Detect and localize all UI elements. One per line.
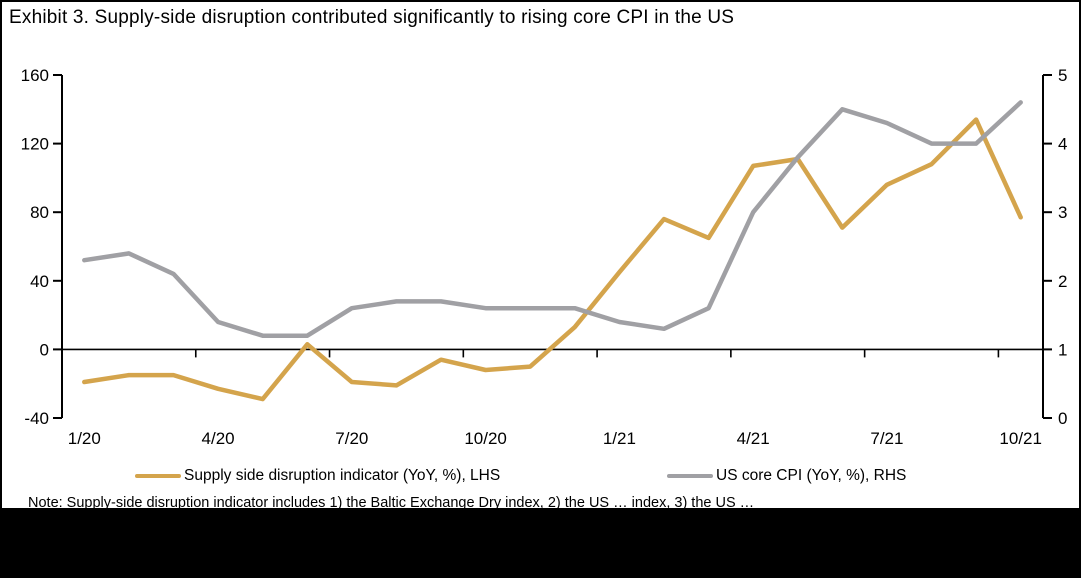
x-axis-tick-label: 10/21: [999, 429, 1042, 448]
legend-item-core-cpi: US core CPI (YoY, %), RHS: [667, 467, 906, 485]
left-axis-tick-label: -40: [24, 409, 49, 428]
right-axis-tick-label: 2: [1058, 272, 1067, 291]
legend-label-core-cpi: US core CPI (YoY, %), RHS: [716, 467, 907, 484]
x-axis-tick-label: 7/21: [870, 429, 903, 448]
x-axis-tick-label: 4/21: [737, 429, 770, 448]
legend-swatch-core-cpi: [667, 473, 713, 479]
legend-swatch-supply-indicator: [135, 473, 181, 479]
series-line-core-cpi: [82, 100, 1023, 338]
page-border-left: [0, 0, 2, 578]
left-axis-tick-label: 40: [30, 272, 49, 291]
x-axis-tick-label: 4/20: [202, 429, 235, 448]
exhibit-title: Exhibit 3. Supply-side disruption contri…: [9, 7, 735, 28]
legend-item-supply-indicator: Supply side disruption indicator (YoY, %…: [135, 467, 500, 485]
right-axis-tick-label: 0: [1058, 409, 1067, 428]
x-axis-tick-label: 1/20: [68, 429, 101, 448]
series-line-supply-indicator: [82, 117, 1023, 402]
page-border-right: [1079, 0, 1081, 578]
right-axis-tick-label: 5: [1058, 66, 1067, 85]
left-axis-tick-label: 160: [21, 66, 49, 85]
footnote-clipped: Note: Supply-side disruption indicator i…: [28, 495, 755, 511]
right-axis-tick-label: 3: [1058, 203, 1067, 222]
x-axis-tick-label: 1/21: [603, 429, 636, 448]
left-axis-tick-label: 120: [21, 135, 49, 154]
legend-label-supply-indicator: Supply side disruption indicator (YoY, %…: [184, 467, 501, 484]
x-axis-tick-label: 7/20: [335, 429, 368, 448]
right-axis-tick-label: 1: [1058, 340, 1067, 359]
left-axis-tick-label: 80: [30, 203, 49, 222]
left-axis-tick-label: 0: [40, 340, 49, 359]
right-axis-tick-label: 4: [1058, 135, 1067, 154]
redaction-bar: [0, 508, 1081, 578]
chart-plot: 160 120 80 40 0 -40 5 4 3 2 1 0 1/20 4/20 7/20 10/20 1/2…: [21, 66, 1068, 448]
x-axis-tick-label: 10/20: [464, 429, 507, 448]
page-border-top: [0, 0, 1081, 2]
